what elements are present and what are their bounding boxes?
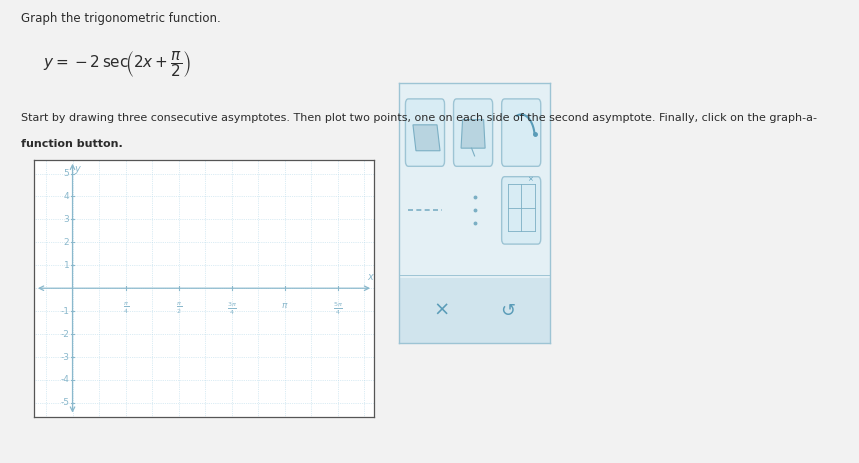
FancyBboxPatch shape (502, 177, 541, 244)
Text: -3: -3 (60, 352, 70, 362)
Text: function button.: function button. (21, 139, 123, 149)
Text: x: x (368, 272, 373, 282)
Polygon shape (413, 125, 440, 151)
Polygon shape (461, 119, 485, 148)
Text: 2: 2 (64, 238, 70, 247)
Text: $y = -2\,\mathrm{sec}\!\left(2x+\dfrac{\pi}{2}\right)$: $y = -2\,\mathrm{sec}\!\left(2x+\dfrac{\… (43, 49, 191, 79)
Text: $\frac{5\pi}{4}$: $\frac{5\pi}{4}$ (332, 301, 343, 318)
Text: Start by drawing three consecutive asymptotes. Then plot two points, one on each: Start by drawing three consecutive asymp… (21, 113, 818, 124)
FancyBboxPatch shape (454, 99, 493, 166)
Text: ×: × (433, 300, 450, 320)
FancyBboxPatch shape (502, 99, 541, 166)
Text: y: y (74, 164, 80, 175)
Text: ×: × (527, 176, 533, 182)
Text: $\frac{3\pi}{4}$: $\frac{3\pi}{4}$ (227, 301, 236, 318)
Text: $\frac{\pi}{4}$: $\frac{\pi}{4}$ (123, 301, 129, 316)
Text: 1: 1 (64, 261, 70, 270)
Text: 4: 4 (64, 192, 70, 201)
Text: -5: -5 (60, 399, 70, 407)
Text: -1: -1 (60, 307, 70, 316)
Text: $\frac{\pi}{2}$: $\frac{\pi}{2}$ (175, 301, 181, 316)
Text: -2: -2 (60, 330, 70, 338)
Text: -4: -4 (60, 375, 70, 384)
FancyBboxPatch shape (405, 99, 445, 166)
FancyBboxPatch shape (399, 278, 550, 343)
Text: Graph the trigonometric function.: Graph the trigonometric function. (21, 12, 222, 25)
Text: $\pi$: $\pi$ (281, 301, 289, 310)
Text: $↺$: $↺$ (500, 301, 515, 319)
Text: 5: 5 (64, 169, 70, 178)
Text: 3: 3 (64, 215, 70, 224)
